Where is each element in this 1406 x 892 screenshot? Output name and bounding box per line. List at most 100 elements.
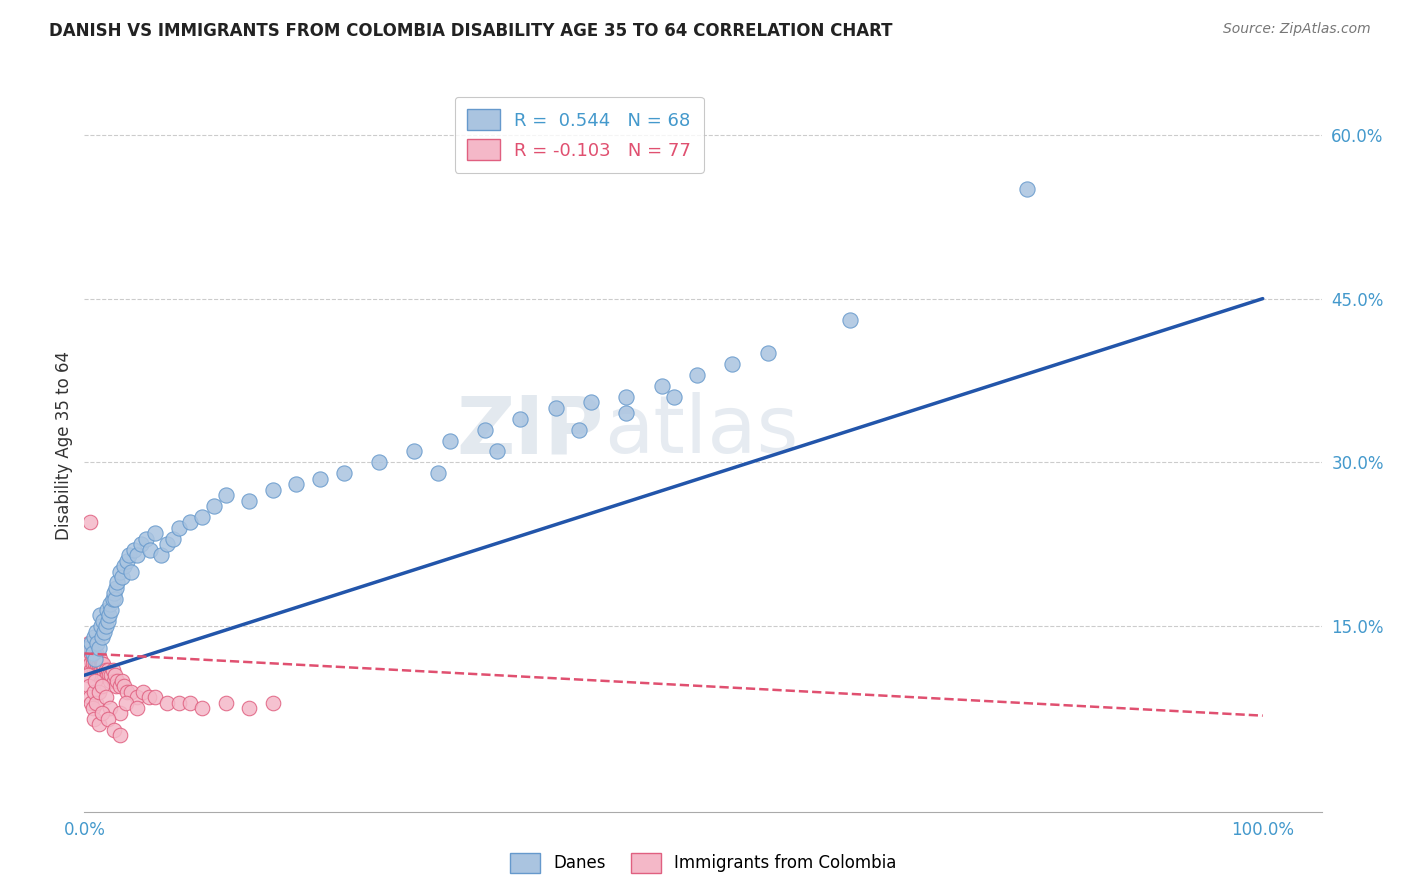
Point <box>1015 182 1038 196</box>
Point <box>262 696 284 710</box>
Text: DANISH VS IMMIGRANTS FROM COLOMBIA DISABILITY AGE 35 TO 64 CORRELATION CHART: DANISH VS IMMIGRANTS FROM COLOMBIA DISAB… <box>49 22 893 40</box>
Point <box>115 554 138 568</box>
Point <box>91 630 114 644</box>
Legend: Danes, Immigrants from Colombia: Danes, Immigrants from Colombia <box>503 847 903 880</box>
Point <box>91 657 114 672</box>
Point <box>79 516 101 530</box>
Point <box>662 390 685 404</box>
Point <box>80 696 103 710</box>
Point <box>89 652 111 666</box>
Point <box>127 701 149 715</box>
Point <box>91 706 114 721</box>
Y-axis label: Disability Age 35 to 64: Disability Age 35 to 64 <box>55 351 73 541</box>
Point <box>87 640 110 655</box>
Point <box>98 673 121 688</box>
Point <box>238 701 260 715</box>
Point <box>579 395 602 409</box>
Point <box>179 516 201 530</box>
Point <box>162 532 184 546</box>
Point <box>90 619 112 633</box>
Point <box>80 635 103 649</box>
Point <box>96 603 118 617</box>
Point <box>104 591 127 606</box>
Point <box>93 624 115 639</box>
Point <box>82 657 104 672</box>
Text: atlas: atlas <box>605 392 799 470</box>
Point <box>98 668 121 682</box>
Point <box>84 696 107 710</box>
Point <box>79 652 101 666</box>
Point <box>91 668 114 682</box>
Point <box>96 668 118 682</box>
Point <box>132 684 155 698</box>
Point <box>87 717 110 731</box>
Point <box>122 542 145 557</box>
Point <box>568 423 591 437</box>
Point <box>139 542 162 557</box>
Point <box>86 652 108 666</box>
Point <box>98 597 121 611</box>
Point <box>135 532 157 546</box>
Point <box>114 696 136 710</box>
Point <box>426 467 449 481</box>
Point <box>77 635 100 649</box>
Point <box>84 657 107 672</box>
Point <box>84 652 107 666</box>
Point <box>309 472 332 486</box>
Point <box>101 663 124 677</box>
Point <box>97 614 120 628</box>
Point <box>112 559 135 574</box>
Point <box>77 647 100 661</box>
Point <box>651 379 673 393</box>
Point <box>84 663 107 677</box>
Point <box>179 696 201 710</box>
Point <box>156 696 179 710</box>
Point <box>83 630 105 644</box>
Point <box>79 690 101 704</box>
Point <box>105 581 128 595</box>
Point <box>616 390 638 404</box>
Point <box>439 434 461 448</box>
Point <box>91 614 114 628</box>
Point <box>215 488 238 502</box>
Point <box>191 701 214 715</box>
Point <box>111 570 134 584</box>
Point <box>167 696 190 710</box>
Point <box>84 624 107 639</box>
Point <box>94 663 117 677</box>
Point <box>84 652 107 666</box>
Point <box>100 603 122 617</box>
Point <box>191 510 214 524</box>
Point <box>86 635 108 649</box>
Point <box>115 684 138 698</box>
Point <box>474 423 496 437</box>
Point <box>129 537 152 551</box>
Point <box>127 548 149 562</box>
Point <box>485 444 508 458</box>
Point <box>121 565 143 579</box>
Point <box>108 706 131 721</box>
Point <box>149 548 172 562</box>
Text: Source: ZipAtlas.com: Source: ZipAtlas.com <box>1223 22 1371 37</box>
Point <box>138 690 160 704</box>
Point <box>87 657 110 672</box>
Point <box>167 521 190 535</box>
Point <box>83 647 105 661</box>
Point <box>238 493 260 508</box>
Point <box>108 679 131 693</box>
Point <box>98 701 121 715</box>
Point <box>76 640 98 655</box>
Point <box>87 663 110 677</box>
Point <box>262 483 284 497</box>
Point <box>89 608 111 623</box>
Point <box>82 647 104 661</box>
Point <box>509 411 531 425</box>
Point <box>112 679 135 693</box>
Point <box>91 657 114 672</box>
Point <box>82 652 104 666</box>
Point <box>104 668 127 682</box>
Point <box>215 696 238 710</box>
Point <box>105 673 128 688</box>
Point <box>91 679 114 693</box>
Point <box>101 591 124 606</box>
